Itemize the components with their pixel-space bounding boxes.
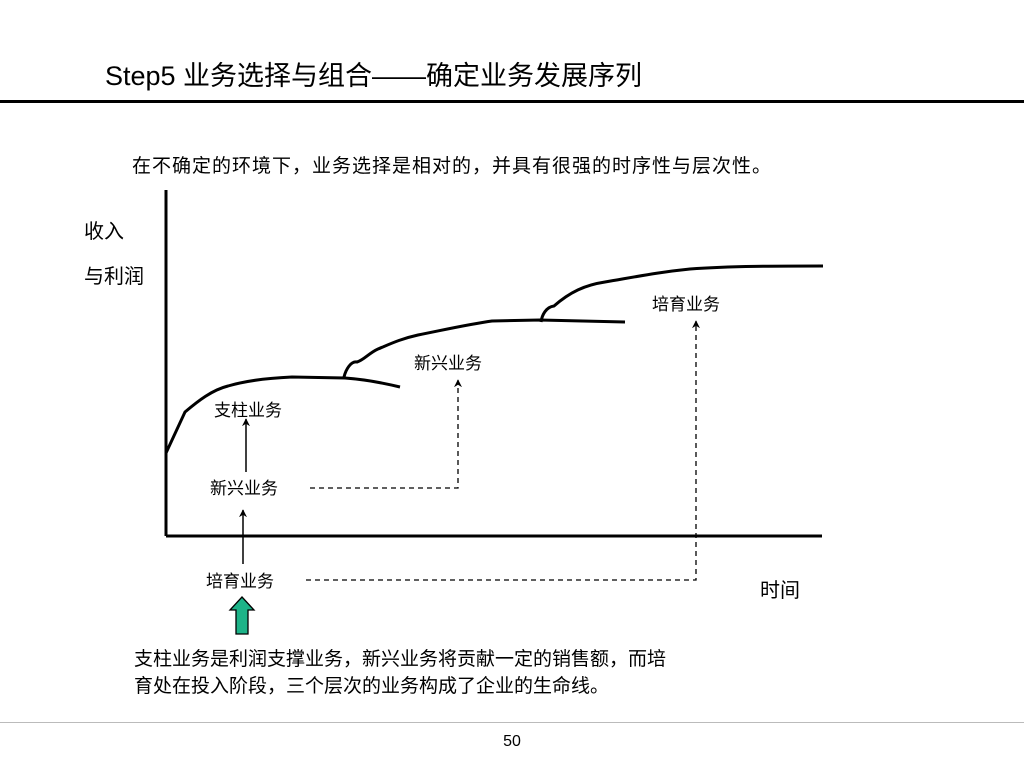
x-axis-label: 时间 [760,578,800,602]
emerging-curve-label: 新兴业务 [414,354,482,374]
title-divider [0,100,1024,103]
intro-text: 在不确定的环境下，业务选择是相对的，并具有很强的时序性与层次性。 [132,155,773,177]
y-axis-label-line-1: 收入 [84,219,124,243]
pillar-business-curve [164,375,401,454]
start-up-arrow-icon [228,596,256,635]
conclusion-line-1: 支柱业务是利润支撑业务，新兴业务将贡献一定的销售额，而培 [134,648,667,670]
y-axis-label-line-2: 与利润 [84,264,144,288]
incubating-curve-label: 培育业务 [652,295,720,315]
incubating-dashed-connector [306,320,700,581]
pillar-curve-label: 支柱业务 [214,401,282,421]
conclusion-line-2: 育处在投入阶段，三个层次的业务构成了企业的生命线。 [134,675,610,697]
emerging-stage-label: 新兴业务 [210,479,278,499]
incubating-business-curve [539,264,824,323]
emerging-dashed-connector [310,379,462,489]
slide-title: Step5 业务选择与组合——确定业务发展序列 [105,61,643,91]
conclusion-text: 支柱业务是利润支撑业务，新兴业务将贡献一定的销售额，而培 育处在投入阶段，三个层… [134,646,874,700]
page-number: 50 [503,733,521,750]
footer-divider [0,722,1024,723]
incubating-stage-label: 培育业务 [206,572,274,592]
emerging-business-curve [342,318,626,378]
